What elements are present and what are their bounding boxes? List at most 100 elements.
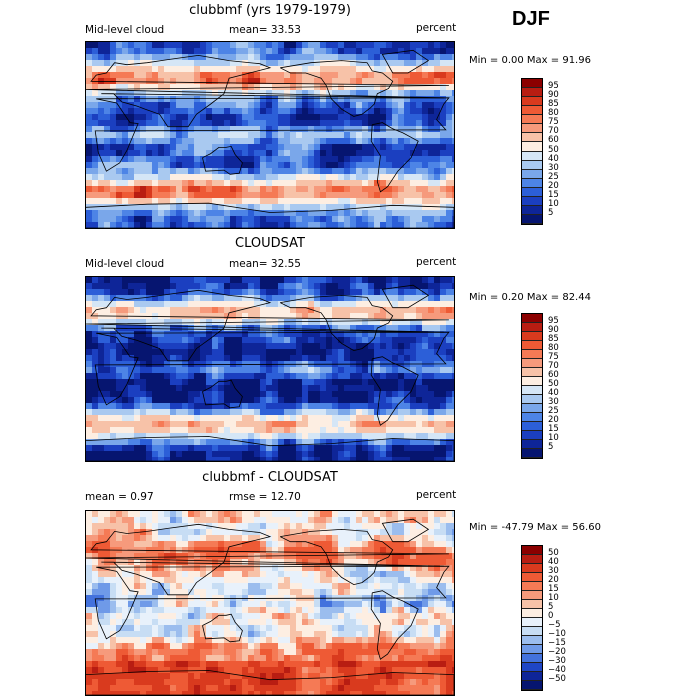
map-cell <box>296 535 303 542</box>
map-cell <box>272 355 279 362</box>
map-cell <box>320 343 327 350</box>
map-cell <box>164 60 171 67</box>
map-cell <box>446 186 453 193</box>
map-cell <box>110 192 117 199</box>
map-cell <box>416 331 423 338</box>
map-cell <box>434 391 441 398</box>
map-cell <box>398 349 405 356</box>
map-cell <box>128 361 135 368</box>
map-cell <box>92 373 99 380</box>
map-cell <box>224 571 231 578</box>
map-cell <box>98 132 105 139</box>
map-cell <box>266 144 273 151</box>
map-cell <box>158 583 165 590</box>
map-cell <box>314 451 321 458</box>
map-cell <box>326 156 333 163</box>
map-cell <box>134 583 141 590</box>
map-cell <box>188 222 195 228</box>
map-cell <box>428 421 435 428</box>
map-cell <box>452 192 454 199</box>
map-cell <box>200 162 207 169</box>
map-cell <box>284 433 291 440</box>
map-cell <box>386 397 393 404</box>
map-cell <box>212 60 219 67</box>
map-cell <box>86 571 93 578</box>
map-cell <box>434 289 441 296</box>
map-cell <box>434 403 441 410</box>
map-cell <box>320 90 327 97</box>
map-cell <box>128 451 135 458</box>
map-cell <box>158 529 165 536</box>
map-cell <box>254 162 261 169</box>
map-cell <box>344 517 351 524</box>
map-cell <box>398 168 405 175</box>
map-cell <box>362 108 369 115</box>
map-cell <box>416 150 423 157</box>
map-cell <box>272 307 279 314</box>
map-cell <box>356 559 363 566</box>
map-cell <box>320 307 327 314</box>
map-cell <box>392 385 399 392</box>
map-cell <box>152 535 159 542</box>
map-cell <box>350 78 357 85</box>
map-cell <box>350 535 357 542</box>
map-cell <box>194 409 201 416</box>
map-cell <box>350 72 357 79</box>
map-cell <box>134 138 141 145</box>
map-cell <box>254 373 261 380</box>
map-cell <box>146 397 153 404</box>
map-cell <box>326 601 333 608</box>
map-cell <box>242 216 249 223</box>
map-cell <box>236 162 243 169</box>
panel3-rmse: rmse = 12.70 <box>229 491 301 503</box>
map-cell <box>404 337 411 344</box>
map-cell <box>398 126 405 133</box>
map-cell <box>194 385 201 392</box>
map-cell <box>368 427 375 434</box>
map-cell <box>350 445 357 452</box>
map-cell <box>386 451 393 458</box>
map-cell <box>272 415 279 422</box>
map-cell <box>200 523 207 530</box>
colorbar-tick-label: 90 <box>548 90 559 101</box>
map-cell <box>434 174 441 181</box>
map-cell <box>338 331 345 338</box>
map-cell <box>98 168 105 175</box>
map-cell <box>194 198 201 205</box>
map-cell <box>296 403 303 410</box>
map-cell <box>422 439 429 446</box>
map-cell <box>110 607 117 614</box>
map-cell <box>218 186 225 193</box>
map-cell <box>320 60 327 67</box>
map-cell <box>200 457 207 461</box>
map-cell <box>380 138 387 145</box>
map-cell <box>272 421 279 428</box>
map-cell <box>218 571 225 578</box>
map-cell <box>368 571 375 578</box>
map-cell <box>98 415 105 422</box>
map-cell <box>332 222 339 228</box>
map-cell <box>320 607 327 614</box>
map-cell <box>314 289 321 296</box>
map-cell <box>320 216 327 223</box>
map-cell <box>218 607 225 614</box>
map-cell <box>362 601 369 608</box>
map-cell <box>224 66 231 73</box>
map-cell <box>338 433 345 440</box>
map-cell <box>320 451 327 458</box>
map-cell <box>356 60 363 67</box>
map-cell <box>404 60 411 67</box>
map-cell <box>416 391 423 398</box>
map-cell <box>128 337 135 344</box>
map-cell <box>428 162 435 169</box>
map-cell <box>362 583 369 590</box>
map-cell <box>224 397 231 404</box>
map-cell <box>206 445 213 452</box>
map-cell <box>290 186 297 193</box>
map-cell <box>344 295 351 302</box>
map-cell <box>242 547 249 554</box>
map-cell <box>212 42 219 49</box>
map-cell <box>296 571 303 578</box>
map-cell <box>122 60 129 67</box>
map-cell <box>362 283 369 290</box>
